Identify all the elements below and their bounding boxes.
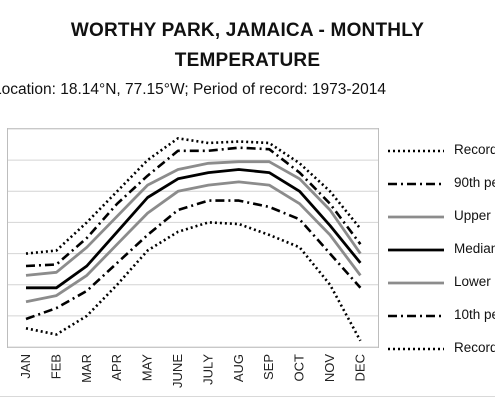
chart-title-line-2: TEMPERATURE xyxy=(174,50,321,71)
x-tick-label: APR xyxy=(109,354,124,381)
chart-subtitle: Location: 18.14°N, 77.15°W; Period of re… xyxy=(0,81,386,98)
x-tick-label: MAY xyxy=(140,354,155,382)
legend-item: Median xyxy=(384,239,495,263)
bottom-divider xyxy=(0,396,495,397)
legend-swatch xyxy=(388,182,444,186)
x-tick-label: JUNE xyxy=(170,354,185,388)
legend-swatch xyxy=(388,347,444,351)
series-line-median xyxy=(26,168,362,290)
legend-label: Record low xyxy=(454,340,495,355)
legend-item: Record low xyxy=(384,338,495,362)
x-tick-label: AUG xyxy=(231,354,246,382)
legend-swatch xyxy=(388,281,444,285)
series-line-record-low xyxy=(25,221,362,342)
legend-label: 10th percentile xyxy=(454,307,495,322)
gridlines xyxy=(8,128,378,348)
x-tick-label: NOV xyxy=(322,354,337,383)
legend-swatch xyxy=(388,149,444,153)
x-tick-label: MAR xyxy=(79,354,94,383)
series-line-10th-percentile xyxy=(25,199,362,321)
legend-label: Upper quartile xyxy=(454,208,495,223)
chart-title-line-1: WORTHY PARK, JAMAICA - MONTHLY xyxy=(70,20,425,41)
x-tick-label: SEP xyxy=(261,354,276,380)
legend-item: Lower quartile xyxy=(384,272,495,296)
legend-label: 90th percentile xyxy=(454,175,495,190)
legend-swatch xyxy=(388,248,444,252)
x-tick-label: DEC xyxy=(352,354,367,381)
x-tick-label: JAN xyxy=(18,354,33,379)
legend-swatch xyxy=(388,215,444,219)
chart-legend: Record high 90th percentile Upper quartile… xyxy=(384,140,495,370)
series-line-90th-percentile xyxy=(25,146,362,268)
series-line-record-high xyxy=(25,137,362,255)
legend-swatch xyxy=(388,314,444,318)
x-tick-label: OCT xyxy=(292,354,307,382)
legend-label: Lower quartile xyxy=(454,274,495,289)
legend-label: Median xyxy=(454,241,495,256)
legend-item: Upper quartile xyxy=(384,206,495,230)
x-tick-label: JULY xyxy=(200,354,215,385)
legend-label: Record high xyxy=(454,142,495,157)
legend-item: 10th percentile xyxy=(384,305,495,329)
x-tick-label: FEB xyxy=(48,354,63,379)
series-line-upper-quartile xyxy=(25,160,362,277)
legend-item: 90th percentile xyxy=(384,173,495,197)
series-line-lower-quartile xyxy=(25,180,362,304)
legend-item: Record high xyxy=(384,140,495,164)
